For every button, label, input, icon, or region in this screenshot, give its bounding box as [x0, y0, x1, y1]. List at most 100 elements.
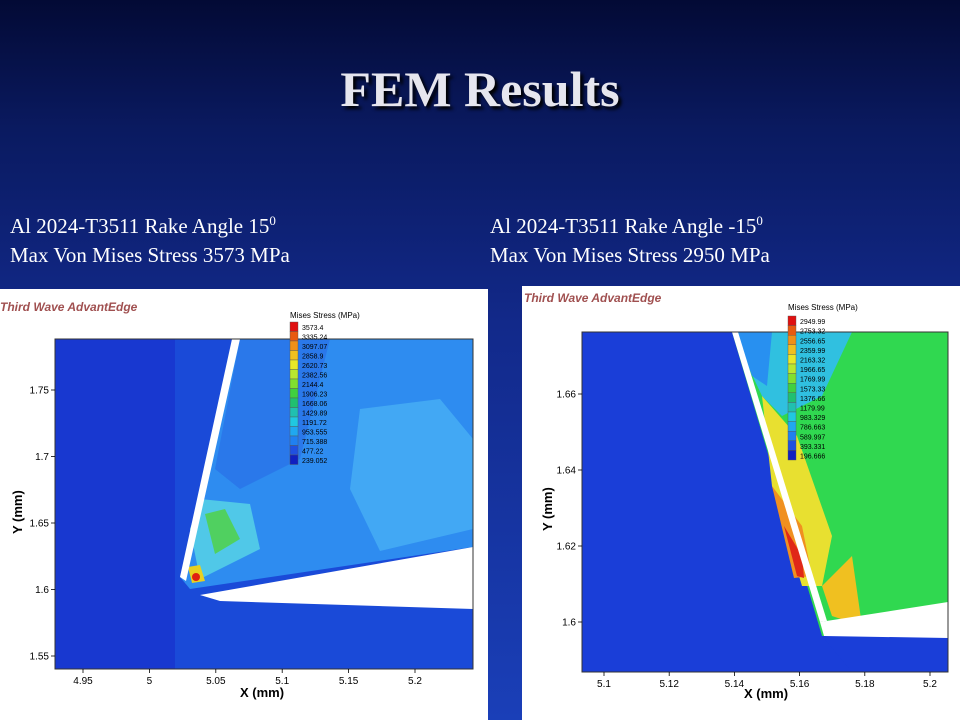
- right-y-tick-label: 1.6: [562, 618, 576, 629]
- left-chip-zone2: [350, 399, 473, 551]
- left-legend-swatch: [289, 407, 299, 418]
- right-legend-swatch: [787, 325, 797, 336]
- right-legend-value: 786.663: [800, 425, 825, 432]
- right-legend-value: 196.666: [800, 454, 825, 461]
- left-y-tick-label: 1.6: [35, 585, 49, 596]
- left-legend-swatch: [289, 426, 299, 437]
- right-y-tick-label: 1.64: [557, 466, 577, 477]
- left-x-tick-label: 5.15: [339, 676, 359, 687]
- left-legend-swatch: [289, 321, 299, 332]
- left-legend-value: 2144.4: [302, 382, 324, 389]
- right-y-axis: 1.66 1.64 1.62 1.6: [557, 390, 582, 629]
- right-y-tick-label: 1.62: [557, 542, 577, 553]
- left-legend-value: 1429.89: [302, 411, 327, 418]
- left-y-tick-label: 1.75: [30, 386, 50, 397]
- right-x-tick-label: 5.16: [790, 679, 810, 690]
- left-legend-swatch: [289, 359, 299, 370]
- right-caption-line2: Max Von Mises Stress 2950 MPa: [490, 243, 770, 267]
- left-hot-zone: [205, 509, 240, 554]
- left-tool-edge-gap: [180, 339, 240, 581]
- right-x-tick-label: 5.18: [855, 679, 875, 690]
- right-machined-gap: [820, 602, 948, 638]
- left-legend-swatch: [289, 416, 299, 427]
- right-caption: Al 2024-T3511 Rake Angle -150 Max Von Mi…: [490, 206, 770, 270]
- right-x-tick-label: 5.12: [659, 679, 679, 690]
- right-legend-value: 1179.99: [800, 406, 825, 413]
- left-legend-swatch: [289, 397, 299, 408]
- left-legend-value: 3573.4: [302, 325, 324, 332]
- left-legend-value: 715.388: [302, 439, 327, 446]
- left-legend-swatch: [289, 388, 299, 399]
- right-x-tick-label: 5.14: [725, 679, 745, 690]
- right-legend-value: 393.331: [800, 444, 825, 451]
- right-tool-edge-gap: [732, 332, 827, 622]
- right-legend-swatch: [787, 335, 797, 346]
- slide-title: FEM Results: [340, 61, 620, 117]
- right-y-tick-label: 1.66: [557, 390, 577, 401]
- left-chip-band: [215, 339, 330, 489]
- left-legend-title: Mises Stress (MPa): [290, 311, 360, 320]
- right-plot-frame: [581, 331, 949, 673]
- left-y-tick-label: 1.55: [30, 652, 50, 663]
- left-x-tick-label: 5.05: [206, 676, 226, 687]
- left-y-axis-label: Y (mm): [10, 490, 25, 534]
- left-max-point: [192, 573, 200, 581]
- right-legend-value: 2556.65: [800, 338, 825, 345]
- left-legend-swatch: [289, 378, 299, 389]
- left-machined-gap: [200, 547, 473, 609]
- left-x-tick-label: 5.2: [408, 676, 422, 687]
- right-legend-value: 983.329: [800, 415, 825, 422]
- right-legend-swatch: [787, 392, 797, 403]
- left-legend-value: 2382.56: [302, 373, 327, 380]
- left-legend: Mises Stress (MPa) 3573.4 3335.24 3097.07 2…: [289, 311, 360, 465]
- left-tool-region: [55, 339, 175, 669]
- left-legend-value: 1906.23: [302, 392, 327, 399]
- right-caption-line1: Al 2024-T3511 Rake Angle -150: [490, 213, 763, 238]
- left-legend-value: 1668.06: [302, 401, 327, 408]
- right-legend-swatch: [787, 363, 797, 374]
- left-x-tick-label: 5: [147, 676, 153, 687]
- right-x-tick-label: 5.2: [923, 679, 937, 690]
- left-x-axis: 4.95 5 5.05 5.1 5.15 5.2: [73, 669, 422, 687]
- left-y-axis: 1.75 1.7 1.65 1.6 1.55: [30, 386, 55, 663]
- left-y-tick-label: 1.7: [35, 452, 49, 463]
- left-legend-value: 239.052: [302, 458, 327, 465]
- left-legend-swatch: [289, 340, 299, 351]
- left-legend-value: 1191.72: [302, 420, 327, 427]
- right-red-zone: [784, 526, 804, 578]
- right-workpiece: [822, 636, 948, 672]
- right-legend: Mises Stress (MPa) 2949.99 2753.32 2556.65…: [787, 303, 858, 461]
- right-legend-swatch: [787, 344, 797, 355]
- right-watermark: Third Wave AdvantEdge: [524, 291, 662, 305]
- right-legend-swatch: [787, 315, 797, 326]
- right-legend-value: 1376.66: [800, 396, 825, 403]
- left-legend-value: 2858.9: [302, 354, 324, 361]
- right-legend-swatch: [787, 402, 797, 413]
- right-fem-panel: Third Wave AdvantEdge Mises Stress (MPa)…: [522, 286, 960, 720]
- right-legend-swatch: [787, 430, 797, 441]
- left-caption: Al 2024-T3511 Rake Angle 150 Max Von Mis…: [10, 206, 290, 270]
- left-legend-value: 2620.73: [302, 363, 327, 370]
- right-legend-value: 589.997: [800, 434, 825, 441]
- left-fem-plot: Third Wave AdvantEdge Mises Stress (MPa)…: [0, 300, 474, 700]
- right-tool: [582, 332, 862, 672]
- left-caption-line2: Max Von Mises Stress 3573 MPa: [10, 243, 290, 267]
- left-x-tick-label: 4.95: [73, 676, 93, 687]
- left-caption-line1: Al 2024-T3511 Rake Angle 150: [10, 213, 276, 238]
- left-legend-value: 477.22: [302, 449, 324, 456]
- right-x-axis-label: X (mm): [744, 686, 788, 701]
- right-y-axis-label: Y (mm): [540, 487, 555, 531]
- right-legend-value: 2949.99: [800, 319, 825, 326]
- right-legend-value: 2163.32: [800, 358, 825, 365]
- right-legend-title: Mises Stress (MPa): [788, 303, 858, 312]
- right-legend-swatch: [787, 411, 797, 422]
- right-legend-value: 2359.99: [800, 348, 825, 355]
- right-legend-swatch: [787, 354, 797, 365]
- right-legend-swatch: [787, 450, 797, 461]
- left-legend-swatch: [289, 369, 299, 380]
- left-x-tick-label: 5.1: [275, 676, 289, 687]
- left-watermark: Third Wave AdvantEdge: [0, 300, 138, 314]
- left-plot-frame: [54, 338, 474, 670]
- left-fem-panel: Third Wave AdvantEdge Mises Stress (MPa)…: [0, 289, 488, 720]
- left-legend-value: 3097.07: [302, 344, 327, 351]
